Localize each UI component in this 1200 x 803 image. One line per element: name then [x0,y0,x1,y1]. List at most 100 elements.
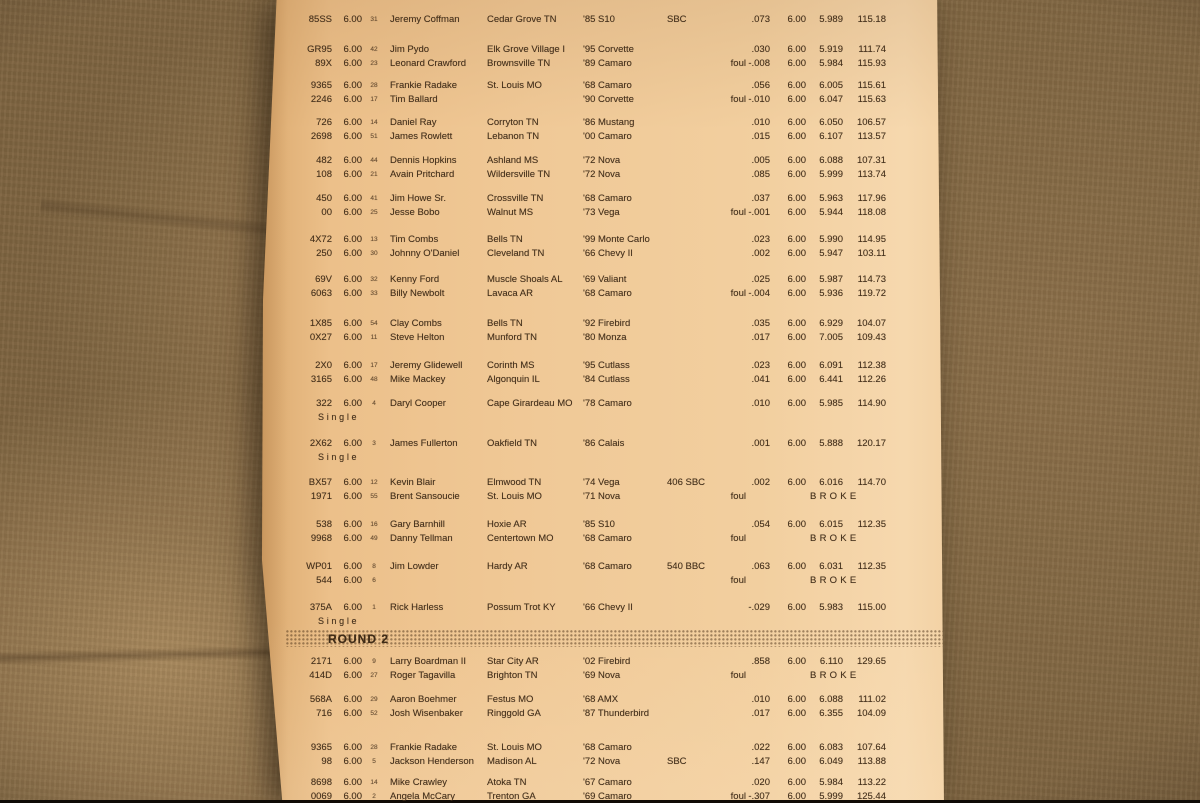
car-number-cell: 250 [316,247,332,259]
car-model-cell: '86 Mustang [583,117,635,128]
dial-in-cell: 6.00 [343,574,363,586]
speed-cell: 114.70 [857,477,886,488]
driver-name-cell: Danny Tellman [390,532,453,544]
car-model-cell: '80 Monza [583,331,627,343]
driver-name-cell: Frankie Radake [390,80,458,91]
speed-cell: 120.17 [856,438,886,449]
car-model-cell: '86 Calais [583,438,625,449]
elapsed-time-cell: 6.047 [819,93,843,105]
single-note: Single [318,412,360,422]
dial-cell: 6.00 [787,57,807,69]
car-model-cell: '92 Firebird [583,318,631,329]
reaction-time-cell: .023 [751,234,771,245]
hometown-cell: Oakfield TN [487,438,537,449]
speed-cell: 115.61 [857,80,886,91]
foul-flag: foul [730,490,746,502]
reaction-time-cell: .005 [751,155,771,166]
car-model-cell: '66 Chevy II [583,247,633,259]
speed-cell: 103.11 [857,247,886,259]
dial-in-cell: 6.00 [343,477,363,488]
speed-cell: 115.93 [857,57,886,69]
speed-cell: 115.18 [857,14,886,25]
dial-in-cell: 6.00 [343,561,363,572]
car-number-cell: 322 [316,398,332,409]
seed-number-cell: 52 [370,709,378,717]
driver-name-cell: James Fullerton [390,438,458,449]
elapsed-time-cell: 6.049 [819,755,843,767]
elapsed-time-cell: 6.441 [819,373,843,385]
speed-cell: 115.63 [857,93,886,105]
dial-cell: 6.00 [787,694,807,705]
elapsed-time-cell: 6.091 [819,360,843,371]
car-number-cell: 716 [316,707,332,719]
driver-name-cell: Kevin Blair [390,477,436,488]
driver-name-cell: Gary Barnhill [390,519,445,530]
car-model-cell: '74 Vega [583,477,620,488]
car-model-cell: '69 Camaro [583,790,632,802]
seed-number-cell: 23 [370,59,378,67]
dial-in-cell: 6.00 [343,331,363,343]
elapsed-time-cell: 5.947 [819,247,843,259]
speed-cell: 119.72 [857,287,886,299]
car-number-cell: 9365 [310,80,332,91]
dial-cell: 6.00 [787,519,807,530]
seed-number-cell: 28 [370,744,378,751]
engine-cell: 540 BBC [667,561,706,572]
elapsed-time-cell: 5.989 [819,14,843,25]
dial-in-cell: 6.00 [343,755,363,767]
speed-cell: 111.02 [858,694,886,705]
elapsed-time-cell: 6.031 [819,561,843,572]
reaction-time-cell: .002 [751,247,771,259]
reaction-time-cell: -.029 [748,602,770,613]
seed-number-cell: 51 [370,132,378,140]
dial-cell: 6.00 [787,287,807,299]
reaction-time-cell: .010 [751,398,771,409]
reaction-time-cell: .085 [751,168,771,180]
speed-cell: 115.00 [857,602,886,613]
car-number-cell: 2698 [310,130,332,142]
round2-header-band: ROUND 2 [286,630,944,647]
dial-in-cell: 6.00 [343,318,363,329]
car-number-cell: 8698 [310,777,332,788]
speed-cell: 112.38 [857,360,886,371]
seed-number-cell: 48 [370,375,378,383]
hometown-cell: Atoka TN [487,777,527,788]
hometown-cell: Algonquin IL [487,373,540,385]
driver-name-cell: Billy Newbolt [390,287,445,299]
driver-name-cell: Dennis Hopkins [390,155,457,166]
car-number-cell: 568A [309,694,332,705]
dial-in-cell: 6.00 [343,777,363,788]
seed-number-cell: 54 [370,320,378,327]
reaction-time-cell: -.001 [748,206,770,218]
speed-cell: 112.26 [857,373,886,385]
reaction-time-cell: .022 [751,742,771,753]
elapsed-time-cell: 6.088 [819,155,843,166]
car-number-cell: 482 [316,155,332,166]
dial-in-cell: 6.00 [343,656,363,667]
hometown-cell: Ashland MS [487,155,539,166]
reaction-time-cell: .041 [751,373,771,385]
hometown-cell: Walnut MS [487,206,534,218]
dial-in-cell: 6.00 [343,360,363,371]
driver-name-cell: Jackson Henderson [390,755,474,767]
car-number-cell: 89X [315,57,332,69]
hometown-cell: Possum Trot KY [487,602,556,613]
driver-name-cell: Aaron Boehmer [390,694,457,705]
driver-name-cell: Mike Mackey [390,373,446,385]
driver-name-cell: Roger Tagavilla [390,669,456,681]
car-number-cell: 9968 [310,532,332,544]
speed-cell: 113.88 [857,755,886,767]
hometown-cell: Lebanon TN [487,130,540,142]
car-number-cell: GR95 [307,44,332,55]
seed-number-cell: 13 [370,236,378,243]
reaction-time-cell: .035 [751,318,771,329]
reaction-time-cell: .023 [751,360,771,371]
car-number-cell: 414D [309,669,332,681]
dial-cell: 6.00 [787,398,807,409]
seed-number-cell: 14 [370,119,378,126]
dial-in-cell: 6.00 [343,490,363,502]
hometown-cell: Corryton TN [487,117,539,128]
car-number-cell: 2171 [310,656,332,667]
hometown-cell: Muscle Shoals AL [487,274,563,285]
